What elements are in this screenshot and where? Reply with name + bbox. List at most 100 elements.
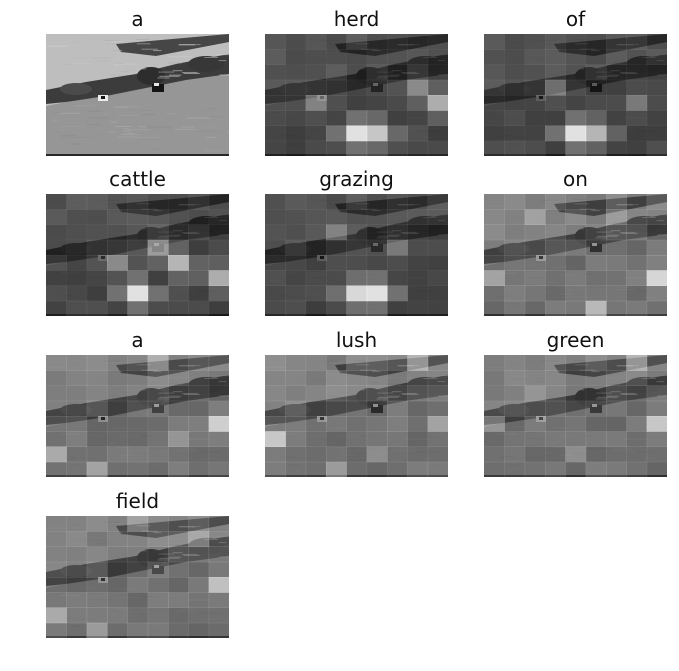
attention-cell <box>265 140 286 156</box>
attention-cell <box>326 446 347 463</box>
attention-cell <box>188 194 210 210</box>
attention-cell <box>407 95 429 111</box>
attention-cell <box>66 355 88 371</box>
attention-cell <box>585 385 607 402</box>
attention-cell <box>427 95 448 111</box>
attention-cell <box>147 461 169 477</box>
attention-cell <box>407 110 429 126</box>
attention-cell <box>484 446 505 463</box>
attention-cell <box>626 285 648 302</box>
attention-cell <box>305 239 327 256</box>
attention-cell <box>524 95 546 111</box>
attention-cell <box>168 546 189 563</box>
attention-cell <box>188 224 210 241</box>
attention-cell <box>285 49 307 65</box>
attention-cell <box>285 300 307 316</box>
attention-cell <box>305 270 327 286</box>
attention-cell <box>387 255 408 271</box>
attention-cell <box>46 209 67 225</box>
attention-cell <box>606 95 627 111</box>
attention-cell <box>127 239 149 256</box>
attention-cell <box>524 461 546 477</box>
attention-cell <box>626 270 648 286</box>
attention-cell <box>208 400 229 417</box>
attention-cell <box>427 140 448 156</box>
attention-cell <box>504 385 526 402</box>
attention-cell <box>305 64 327 81</box>
attention-cell <box>66 255 88 271</box>
attention-cell <box>427 370 448 386</box>
attention-cell <box>387 446 408 463</box>
attention-cell <box>285 110 307 126</box>
attention-cell <box>107 270 128 286</box>
attention-cell <box>326 64 347 81</box>
attention-map-image <box>484 355 667 477</box>
attention-cell <box>107 285 128 302</box>
attention-cell <box>188 255 210 271</box>
attention-cell <box>46 577 67 593</box>
panel-word-label: on <box>563 167 588 191</box>
attention-cell <box>66 385 88 402</box>
attention-cell <box>168 270 189 286</box>
attention-cell <box>626 416 648 432</box>
attention-cell <box>427 194 448 210</box>
attention-cell <box>346 79 368 96</box>
attention-cell <box>504 431 526 447</box>
attention-cell <box>504 95 526 111</box>
attention-cell <box>147 431 169 447</box>
attention-cell <box>545 64 566 81</box>
attention-cell <box>66 224 88 241</box>
attention-cell <box>585 49 607 65</box>
attention-cell <box>427 224 448 241</box>
attention-cell <box>208 516 229 532</box>
attention-cell <box>127 270 149 286</box>
attention-cell <box>46 431 67 447</box>
attention-cell <box>545 370 566 386</box>
attention-cell <box>606 140 627 156</box>
attention-cell <box>585 194 607 210</box>
attention-cell <box>565 64 587 81</box>
attention-cell <box>147 224 169 241</box>
attention-cell <box>484 431 505 447</box>
attention-cell <box>107 546 128 563</box>
attention-cell <box>346 385 368 402</box>
attention-cell <box>484 385 505 402</box>
attention-cell <box>326 355 347 371</box>
attention-cell <box>147 355 169 371</box>
attention-cell <box>387 300 408 316</box>
attention-cell <box>285 355 307 371</box>
attention-cell <box>387 400 408 417</box>
attention-cell <box>107 531 128 547</box>
attention-cell <box>585 34 607 50</box>
attention-map-image <box>484 194 667 316</box>
attention-cell <box>208 446 229 463</box>
attention-cell <box>285 416 307 432</box>
attention-cell <box>626 125 648 142</box>
attention-cell <box>606 270 627 286</box>
attention-cell <box>326 370 347 386</box>
attention-cell <box>305 416 327 432</box>
attention-cell <box>305 255 327 271</box>
attention-cell <box>127 194 149 210</box>
attention-cell <box>66 546 88 563</box>
attention-cell <box>86 577 108 593</box>
attention-cell <box>168 531 189 547</box>
attention-cell <box>188 516 210 532</box>
attention-cell <box>346 224 368 241</box>
attention-cell <box>626 224 648 241</box>
attention-cell <box>646 285 667 302</box>
attention-cell <box>545 285 566 302</box>
attention-cell <box>107 622 128 638</box>
attention-cell <box>107 209 128 225</box>
attention-cell <box>326 140 347 156</box>
attention-cell <box>504 270 526 286</box>
attention-cell <box>265 300 286 316</box>
attention-cell <box>646 385 667 402</box>
attention-cell <box>168 622 189 638</box>
attention-cell <box>407 255 429 271</box>
attention-cell <box>265 270 286 286</box>
attention-cell <box>265 400 286 417</box>
attention-cell <box>606 49 627 65</box>
attention-cell <box>504 110 526 126</box>
attention-cell <box>346 255 368 271</box>
